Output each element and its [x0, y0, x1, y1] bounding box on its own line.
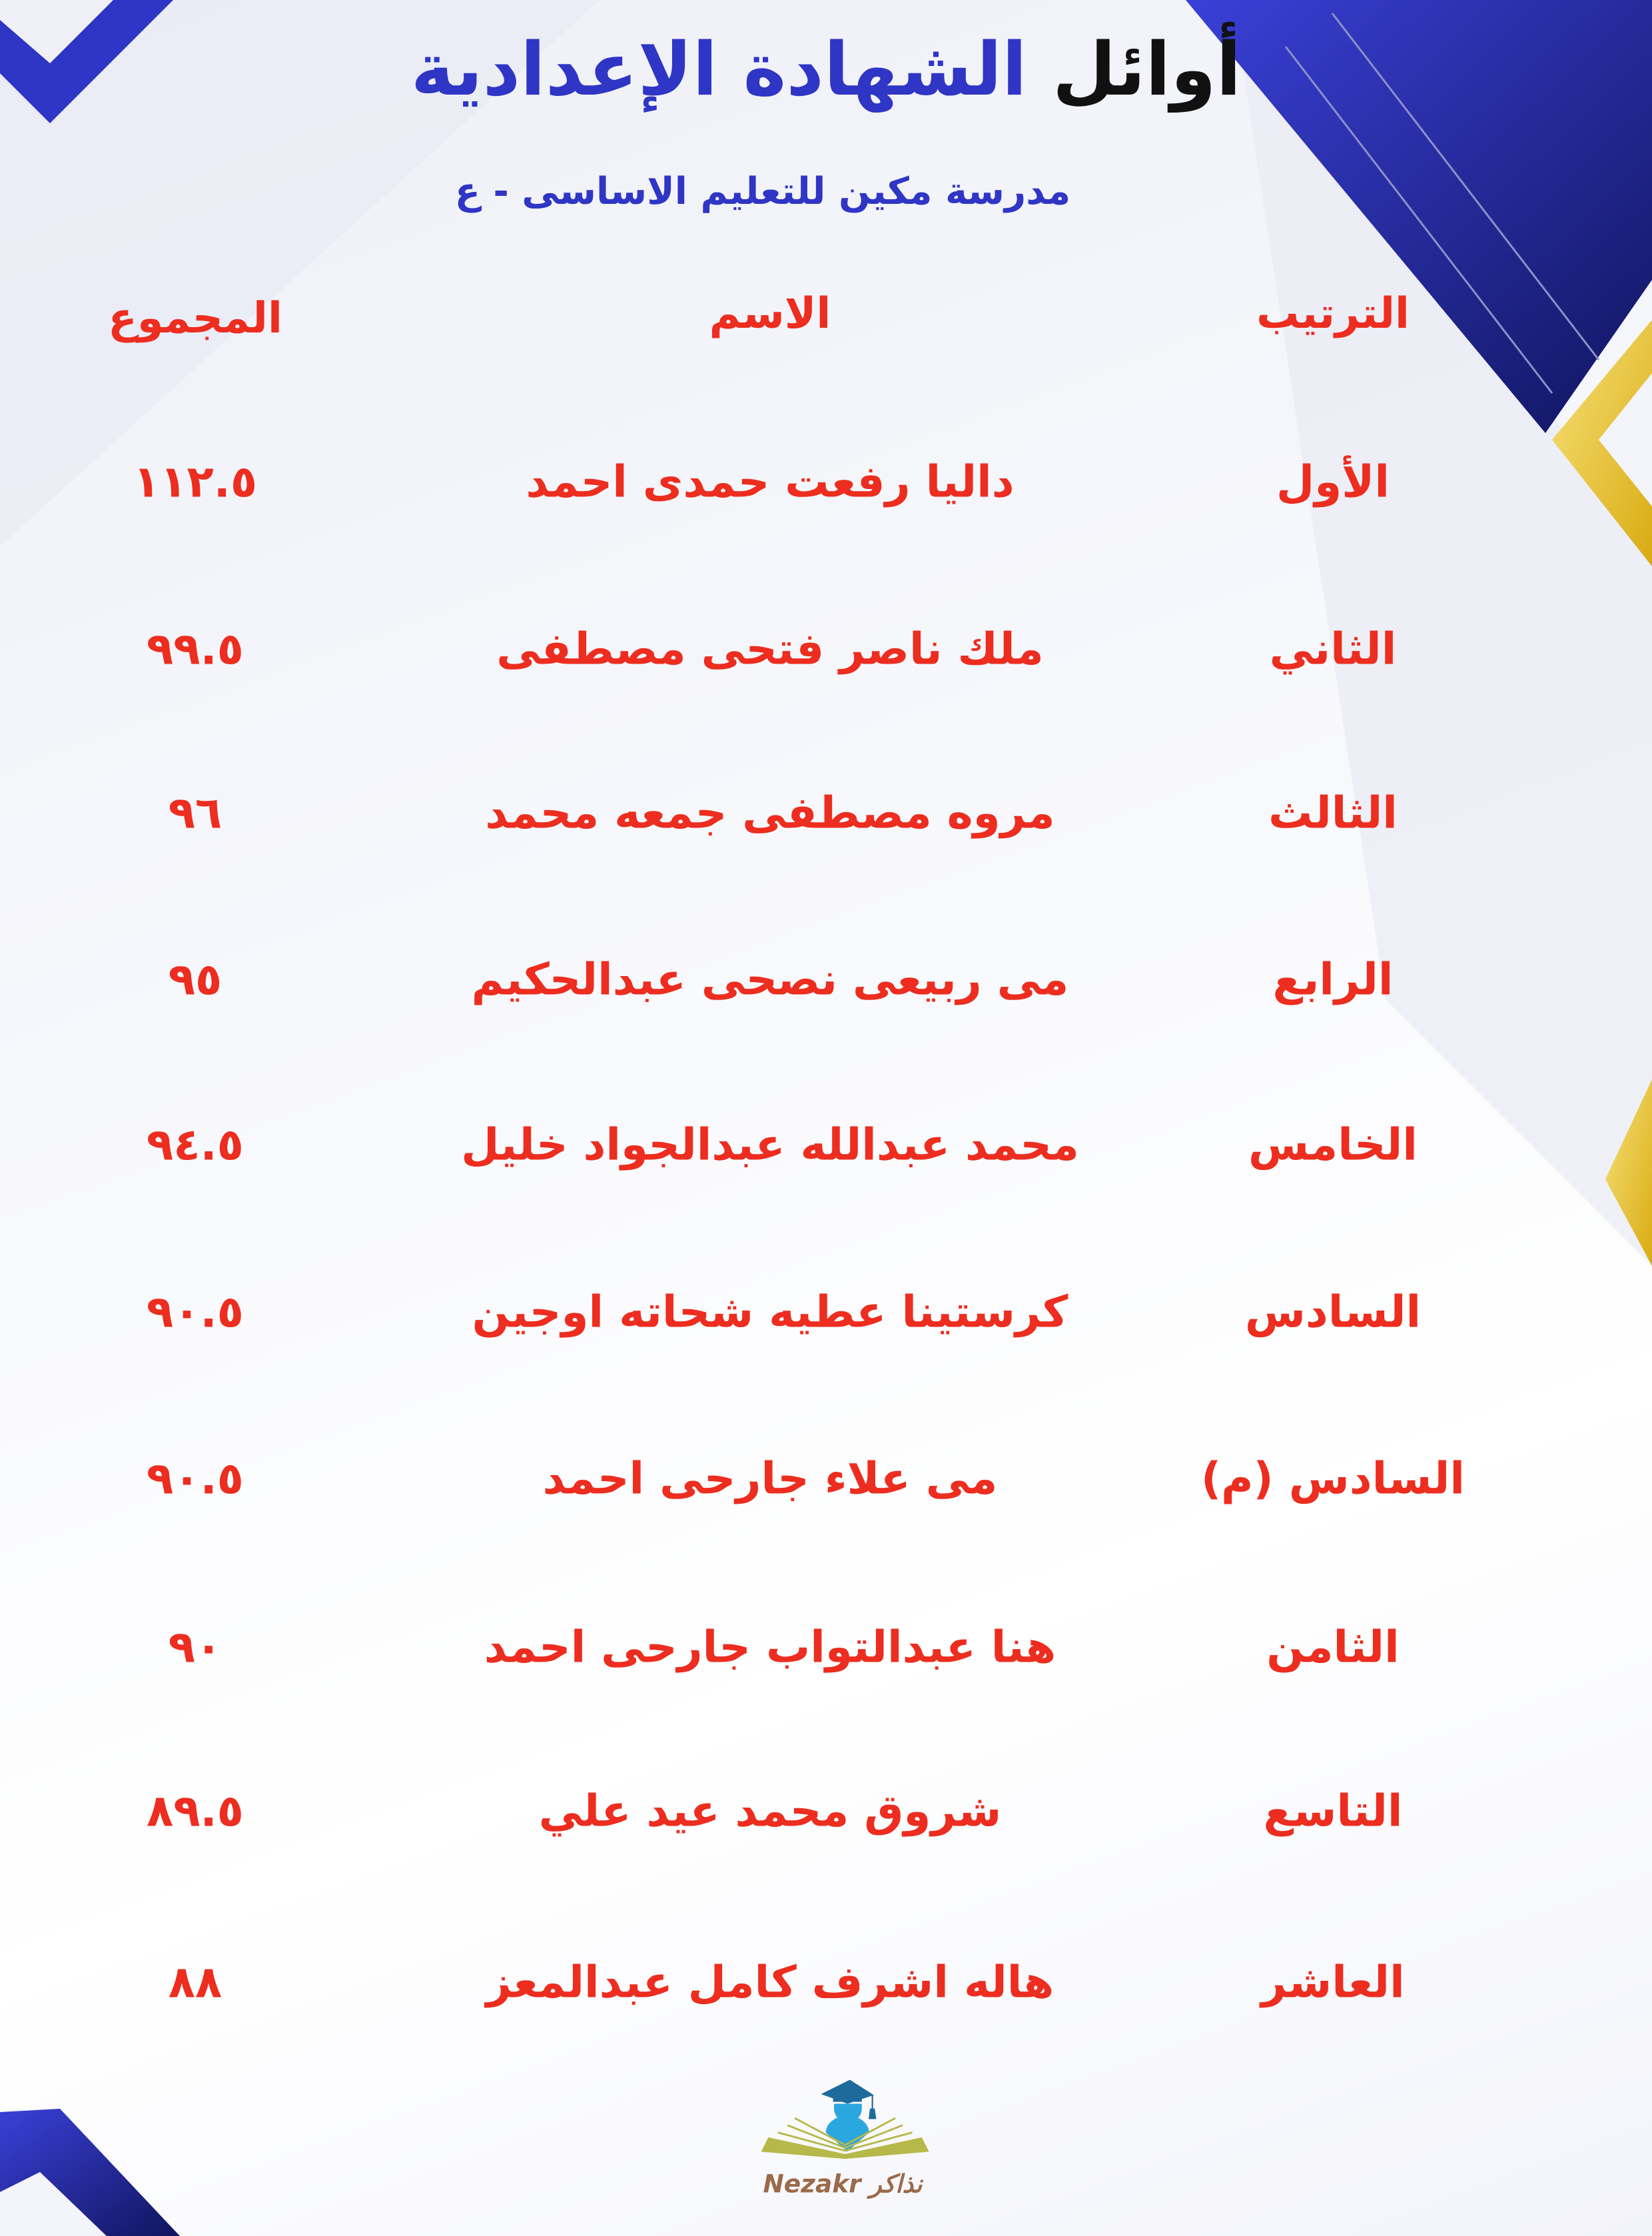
header-name: الاسم: [709, 289, 831, 338]
row-rank: الخامس: [1248, 1119, 1418, 1171]
row-name: هنا عبدالتواب جارحى احمد: [484, 1621, 1056, 1673]
row-total: ٩٤.٥: [147, 1119, 244, 1171]
school-name: مدرسة مكين للتعليم الاساسى - ع: [454, 170, 1071, 213]
row-total: ٩٠.٥: [147, 1452, 244, 1504]
row-name: محمد عبدالله عبدالجواد خليل: [461, 1119, 1079, 1171]
header-total: المجموع: [108, 294, 282, 343]
title-part2: الشهادة الإعدادية: [410, 27, 1027, 112]
row-rank: الثامن: [1266, 1621, 1400, 1673]
row-total: ٨٩.٥: [147, 1785, 244, 1837]
row-rank: السادس: [1244, 1286, 1422, 1338]
row-rank: السادس (م): [1201, 1452, 1465, 1504]
row-total: ٩٦: [168, 787, 222, 839]
row-rank: الرابع: [1272, 953, 1394, 1005]
row-total: ٩٠.٥: [147, 1286, 244, 1338]
row-total: ٩٩.٥: [147, 623, 244, 675]
row-rank: التاسع: [1263, 1785, 1403, 1837]
logo-text: Nezakr نذاكر: [763, 2169, 924, 2199]
row-name: شروق محمد عيد علي: [538, 1785, 1002, 1837]
row-total: ٨٨: [168, 1956, 222, 2008]
row-total: ٩٥: [168, 953, 222, 1005]
row-total: ٩٠: [168, 1621, 222, 1673]
title-part1: أوائل: [1052, 27, 1242, 112]
row-rank: الأول: [1276, 456, 1390, 508]
row-name: هاله اشرف كامل عبدالمعز: [486, 1956, 1054, 2008]
header-rank: الترتيب: [1256, 289, 1410, 338]
row-name: كرستينا عطيه شحاته اوجين: [472, 1286, 1068, 1338]
row-rank: العاشر: [1261, 1956, 1405, 2008]
row-rank: الثاني: [1269, 623, 1397, 675]
row-name: داليا رفعت حمدى احمد: [526, 456, 1015, 508]
row-rank: الثالث: [1268, 787, 1398, 839]
row-name: مروه مصطفى جمعه محمد: [485, 787, 1055, 839]
nezakr-logo: Nezakr نذاكر: [761, 2079, 929, 2199]
row-name: ملك ناصر فتحى مصطفى: [496, 623, 1044, 675]
row-name: مى ربيعى نصحى عبدالحكيم: [471, 953, 1069, 1005]
row-total: ١١٢.٥: [133, 456, 258, 508]
page-title: أوائل الشهادة الإعدادية: [0, 27, 1652, 112]
row-name: مى علاء جارحى احمد: [542, 1452, 998, 1504]
